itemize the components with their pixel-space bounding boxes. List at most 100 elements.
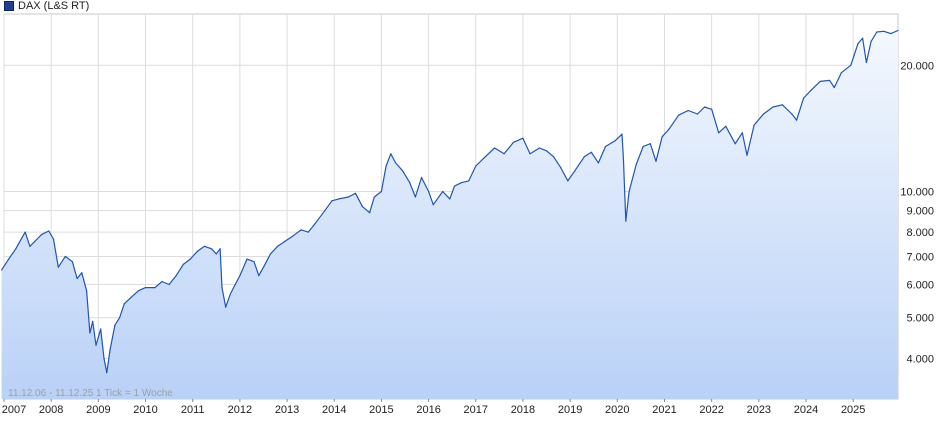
data-point <box>560 167 562 169</box>
y-tick-label: 9.000 <box>906 206 934 218</box>
data-point <box>229 293 232 295</box>
data-point <box>168 283 170 286</box>
x-tick-label: 2025 <box>841 404 865 416</box>
data-point <box>625 220 627 222</box>
data-point <box>696 113 699 115</box>
data-point <box>538 147 541 149</box>
data-point <box>890 32 892 35</box>
data-point <box>850 64 852 66</box>
data-point <box>545 150 548 152</box>
data-point <box>865 61 867 64</box>
data-point <box>137 290 140 292</box>
data-point <box>106 371 108 374</box>
data-point <box>642 145 644 148</box>
data-point <box>307 231 309 233</box>
data-point <box>840 72 842 74</box>
data-point <box>583 156 585 158</box>
data-point <box>522 137 524 139</box>
x-tick-label: 2022 <box>699 404 723 416</box>
data-point <box>338 198 340 200</box>
data-point <box>284 240 286 243</box>
data-point <box>604 145 607 148</box>
data-point <box>103 357 105 359</box>
data-point <box>574 170 576 172</box>
data-point <box>795 119 798 121</box>
data-point <box>219 248 221 250</box>
data-point <box>503 153 505 155</box>
data-point <box>803 97 805 99</box>
data-point <box>857 43 859 45</box>
data-point <box>390 153 392 155</box>
data-point <box>331 200 333 202</box>
data-point <box>347 196 349 198</box>
y-tick-label: 20.000 <box>900 60 934 72</box>
data-point <box>258 275 260 277</box>
data-point <box>1 269 3 271</box>
data-point <box>203 245 206 247</box>
legend-swatch <box>4 1 14 11</box>
data-point <box>432 204 434 206</box>
data-point <box>277 245 279 247</box>
data-point <box>414 196 416 198</box>
y-tick-label: 5.000 <box>906 313 934 325</box>
data-point <box>897 29 899 32</box>
data-point <box>661 136 663 138</box>
data-point <box>239 275 241 277</box>
data-point <box>828 79 831 82</box>
data-point <box>71 261 74 263</box>
data-point <box>85 290 88 292</box>
data-point <box>144 286 147 289</box>
data-point <box>622 157 625 159</box>
data-point <box>221 286 223 289</box>
data-point <box>402 170 404 172</box>
data-point <box>512 141 515 143</box>
data-point <box>870 40 872 42</box>
data-point <box>590 151 592 153</box>
data-point <box>475 165 477 167</box>
data-point <box>862 37 864 39</box>
data-point <box>385 165 387 167</box>
data-point <box>76 277 78 280</box>
data-point <box>628 190 630 193</box>
data-point <box>234 283 236 286</box>
data-point <box>876 31 878 33</box>
data-point <box>81 272 83 274</box>
y-tick-label: 7.000 <box>906 251 934 263</box>
data-point <box>484 156 486 158</box>
data-point <box>442 190 444 193</box>
data-point <box>196 250 199 252</box>
data-point <box>354 192 357 194</box>
data-point <box>553 156 555 158</box>
data-point <box>89 332 91 334</box>
x-tick-label: 2007 <box>2 404 26 416</box>
data-point <box>253 261 255 263</box>
data-point <box>92 320 94 323</box>
x-tick-label: 2012 <box>228 404 252 416</box>
data-point <box>246 258 248 260</box>
data-point <box>687 109 689 112</box>
data-point <box>189 258 191 260</box>
data-point <box>225 306 227 308</box>
data-point <box>746 154 748 156</box>
data-point <box>762 113 765 115</box>
data-point <box>57 266 59 268</box>
x-tick-label: 2008 <box>39 404 63 416</box>
data-point <box>621 133 623 135</box>
data-point <box>409 182 411 184</box>
data-point <box>810 90 812 92</box>
data-point <box>649 143 651 145</box>
data-point <box>655 160 657 162</box>
data-point <box>52 238 55 240</box>
data-point <box>567 180 569 182</box>
data-point <box>15 248 17 250</box>
data-point <box>262 266 265 268</box>
legend: DAX (L&S RT) <box>4 0 89 12</box>
data-point <box>100 328 102 330</box>
data-point <box>48 230 50 232</box>
x-tick-label: 2019 <box>558 404 582 416</box>
data-point <box>791 113 793 115</box>
data-point <box>34 240 36 243</box>
data-point <box>529 153 531 155</box>
data-point <box>741 132 743 134</box>
